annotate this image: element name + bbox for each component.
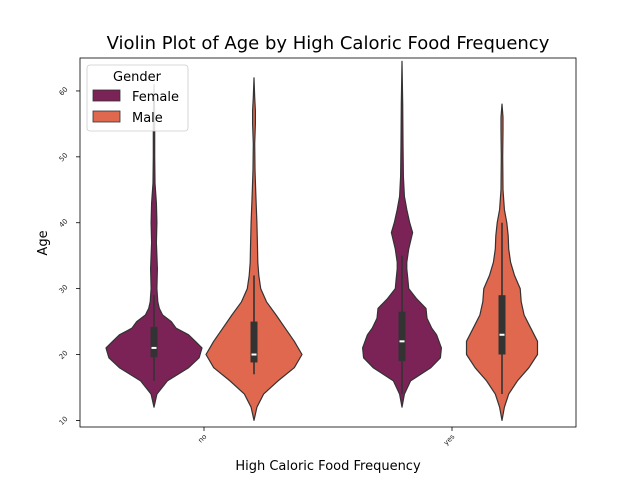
median-female-yes (399, 340, 405, 343)
y-axis-label: Age (36, 230, 51, 255)
median-female-no (151, 346, 157, 349)
violin-female-yes (362, 60, 442, 408)
y-tick-label-50: 50 (58, 151, 70, 163)
legend-title: Gender (113, 70, 162, 85)
median-male-no (251, 353, 257, 356)
y-tick-label-20: 20 (58, 349, 70, 361)
violins-layer (105, 60, 539, 421)
chart-title: Violin Plot of Age by High Caloric Food … (107, 33, 550, 54)
y-tick-label-40: 40 (58, 217, 70, 229)
y-tick-label-30: 30 (58, 283, 70, 295)
median-male-yes (499, 333, 505, 336)
x-tick-label-yes: yes (442, 433, 456, 447)
legend: Gender Female Male (86, 64, 189, 132)
violin-male-no (205, 77, 303, 421)
legend-label-female: Female (132, 90, 179, 105)
y-tick-label-60: 60 (58, 86, 70, 98)
legend-label-male: Male (132, 111, 163, 126)
iqr-box-male-no (250, 321, 258, 363)
iqr-box-female-no (150, 326, 158, 358)
y-tick-label-10: 10 (58, 415, 70, 427)
legend-swatch-male (92, 110, 121, 123)
iqr-box-male-yes (498, 295, 506, 355)
x-axis-label: High Caloric Food Frequency (235, 459, 421, 474)
legend-swatch-female (92, 89, 121, 102)
plot-frame (79, 57, 577, 428)
iqr-box-female-yes (398, 311, 406, 362)
x-tick-label-no: no (197, 433, 209, 445)
